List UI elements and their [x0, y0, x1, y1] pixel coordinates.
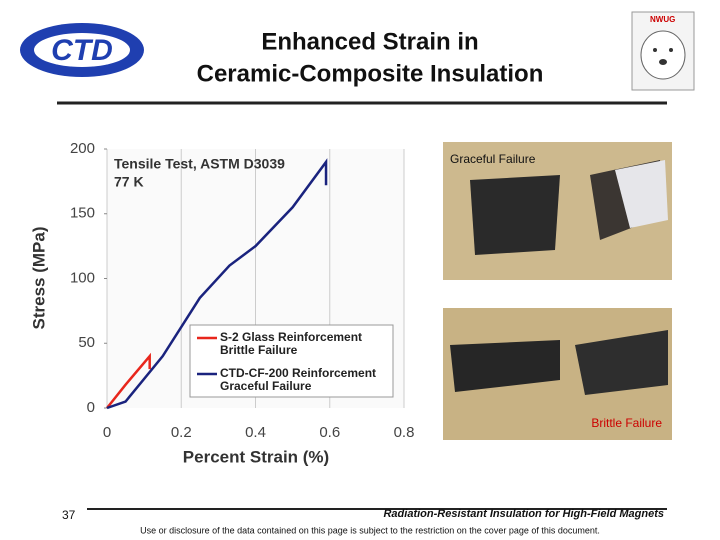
legend-label: CTD-CF-200 Reinforcement Graceful Failur… — [220, 366, 377, 393]
y-axis-label: Stress (MPa) — [29, 227, 48, 330]
series-line — [106, 158, 328, 410]
annotation: 77 K — [114, 174, 144, 190]
title: Ceramic-Composite Insulation — [197, 60, 544, 87]
x-tick-label: 0 — [103, 424, 111, 441]
svg-text:CTD: CTD — [51, 34, 113, 67]
footer-title: Radiation-Resistant Insulation for High-… — [383, 508, 664, 520]
x-tick-label: 0.2 — [171, 424, 192, 441]
photo-caption: Graceful Failure — [450, 152, 536, 166]
x-tick-label: 0.6 — [319, 424, 340, 441]
legend — [189, 324, 394, 398]
ctd-logo: CTD — [20, 23, 144, 77]
page-number: 37 — [62, 508, 76, 522]
annotation: Tensile Test, ASTM D3039 — [114, 156, 285, 172]
x-tick-label: 0.8 — [394, 424, 415, 441]
logo-text: NWUG — [650, 15, 675, 24]
y-tick-label: 200 — [70, 140, 95, 157]
legend-label: S-2 Glass Reinforcement Brittle Failure — [220, 330, 363, 357]
photo-caption: Brittle Failure — [591, 416, 662, 430]
y-tick-label: 150 — [70, 205, 95, 222]
y-tick-label: 100 — [70, 269, 95, 286]
x-tick-label: 0.4 — [245, 424, 266, 441]
y-tick-label: 50 — [78, 334, 95, 351]
title: Enhanced Strain in — [261, 28, 478, 55]
series-line — [106, 352, 151, 409]
y-tick-label: 0 — [87, 399, 95, 416]
x-axis-label: Percent Strain (%) — [183, 447, 329, 466]
disclaimer: Use or disclosure of the data contained … — [140, 525, 600, 535]
